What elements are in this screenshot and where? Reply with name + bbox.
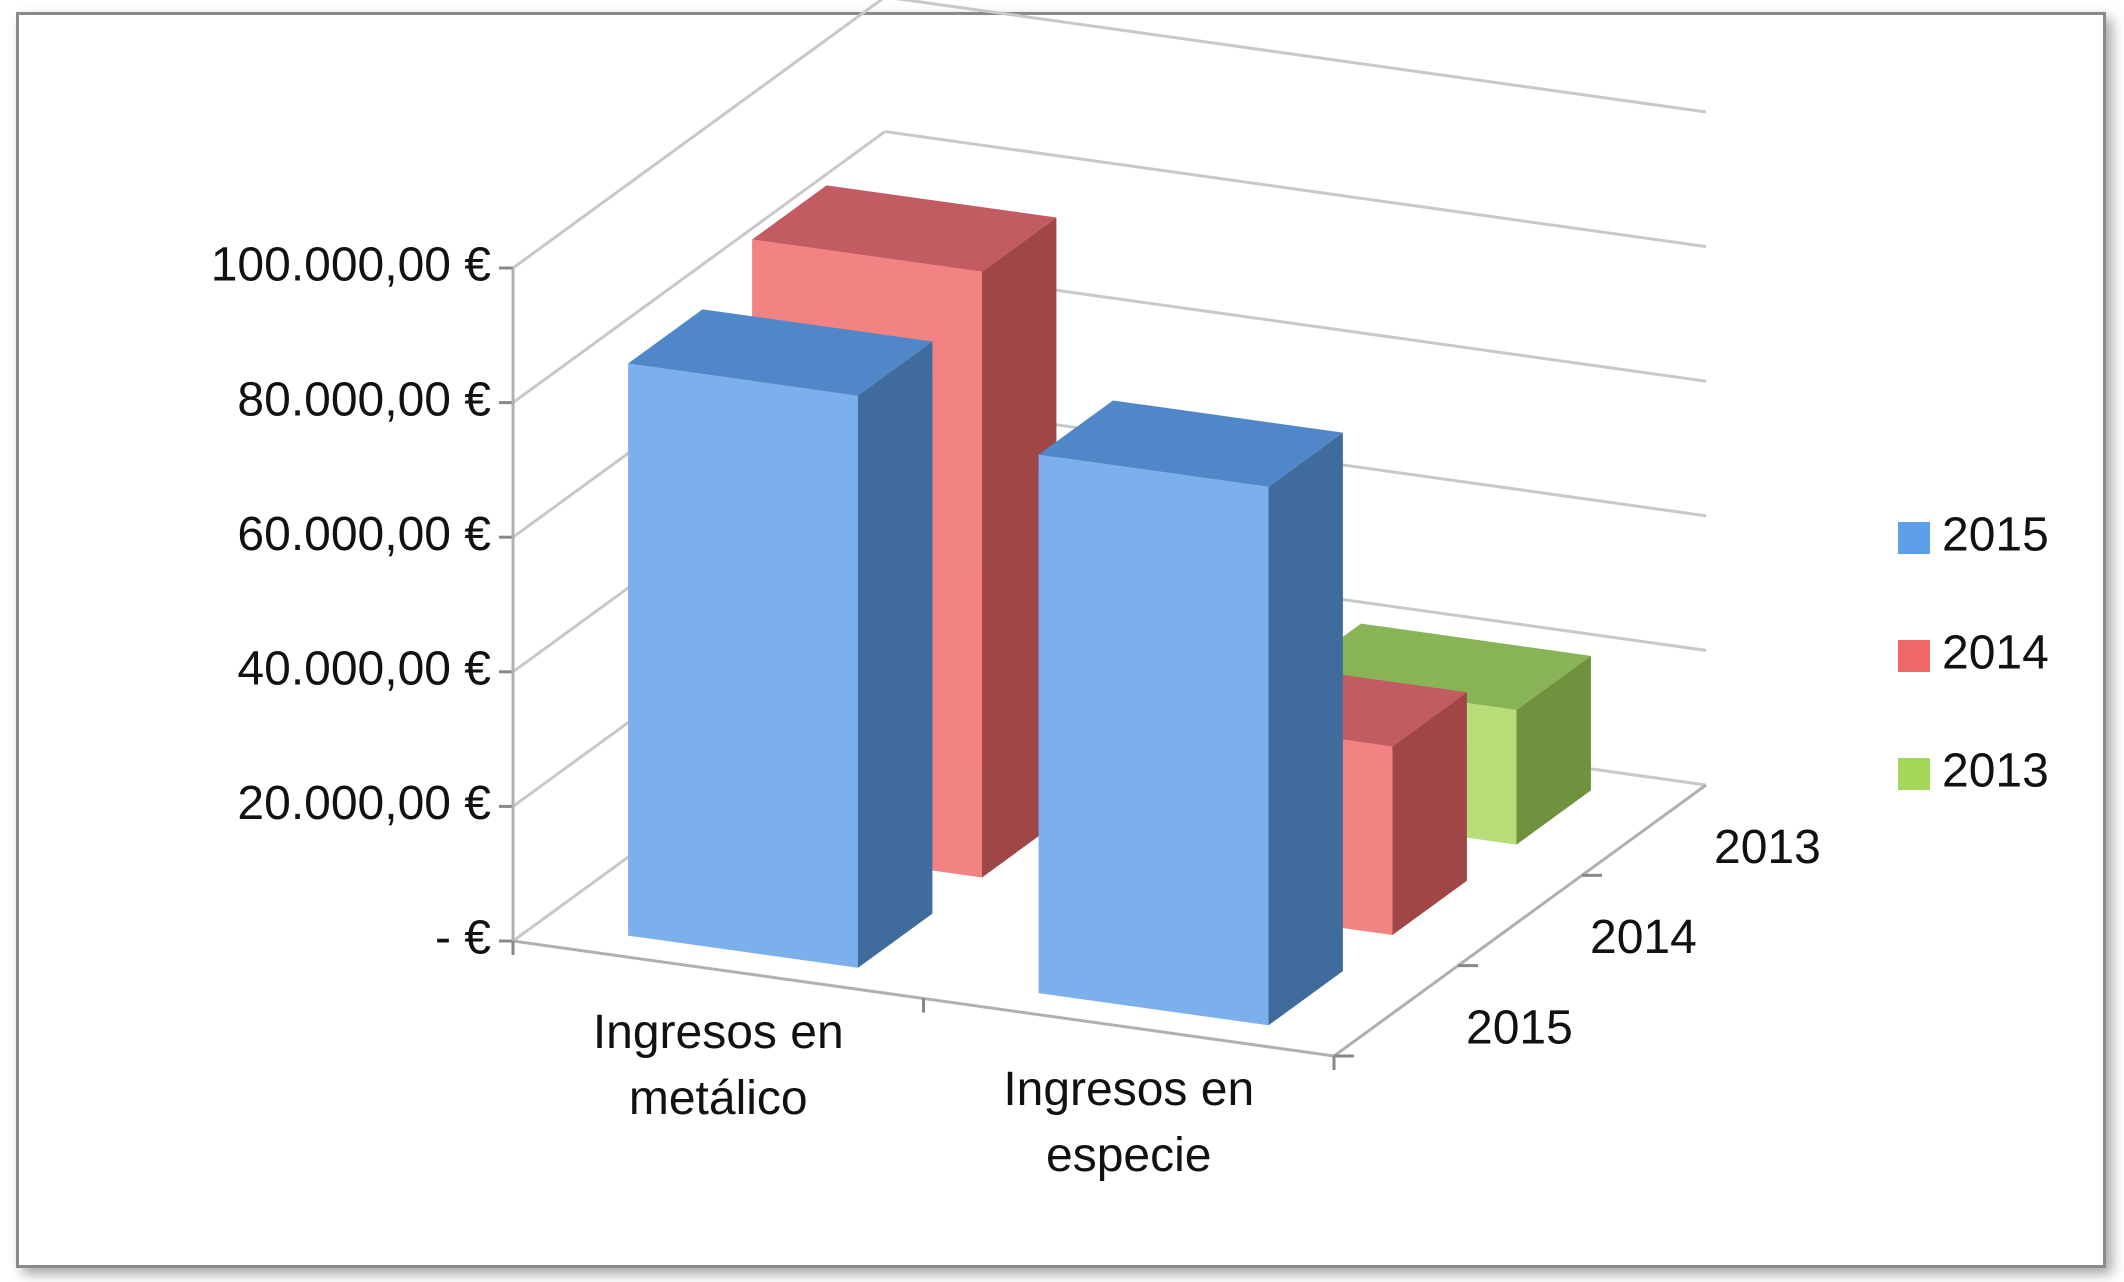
depth-label: 2015	[1466, 1002, 1573, 1055]
bar-side-shade	[1516, 655, 1591, 845]
y-tick-label: 20.000,00 €	[237, 777, 491, 830]
bar-side-shade	[1392, 692, 1467, 935]
bar-front-light	[628, 363, 858, 968]
grid-line	[512, 0, 884, 270]
bar-top-shade	[752, 185, 1057, 272]
bar-side-shade	[1268, 432, 1343, 1026]
legend-swatch	[1898, 640, 1930, 672]
bar-top	[1038, 400, 1343, 487]
grid-line	[884, 130, 1707, 249]
bar-side	[1268, 432, 1343, 1026]
legend-swatch	[1898, 522, 1930, 554]
depth-label: 2014	[1590, 911, 1697, 964]
bar-top-shade	[628, 309, 933, 396]
bar-side-shade	[857, 341, 933, 968]
legend-label: 2014	[1942, 627, 2049, 680]
y-tick-label: 60.000,00 €	[237, 508, 491, 561]
bar-front	[628, 363, 858, 968]
y-tick-label: 40.000,00 €	[237, 642, 491, 695]
bar	[1038, 400, 1343, 1026]
bar-side	[857, 341, 933, 968]
bar-side	[981, 217, 1057, 878]
legend-label: 2013	[1942, 745, 2049, 798]
y-tick-label: - €	[435, 912, 491, 965]
x-tick-label: Ingresos en metálico	[592, 1005, 844, 1125]
y-tick-label: 80.000,00 €	[237, 373, 491, 426]
grid-line	[895, 0, 1707, 114]
bar-front	[1038, 454, 1269, 1026]
y-tick-label: 100.000,00 €	[211, 239, 492, 292]
bar-top-shade	[1038, 400, 1343, 487]
bar-top	[752, 185, 1057, 272]
floor-edge	[1333, 783, 1707, 1058]
legend-label: 2015	[1942, 509, 2049, 562]
bar-front-light	[1038, 454, 1269, 1026]
depth-label: 2013	[1714, 821, 1821, 874]
legend-swatch	[1898, 758, 1930, 790]
bar	[628, 309, 933, 968]
bar-side	[1516, 655, 1591, 845]
x-tick-label: Ingresos en especie	[1003, 1063, 1255, 1183]
bar-side	[1392, 692, 1467, 935]
bar-top	[628, 309, 933, 396]
grid-line	[512, 130, 886, 404]
bar-side-shade	[981, 217, 1057, 878]
